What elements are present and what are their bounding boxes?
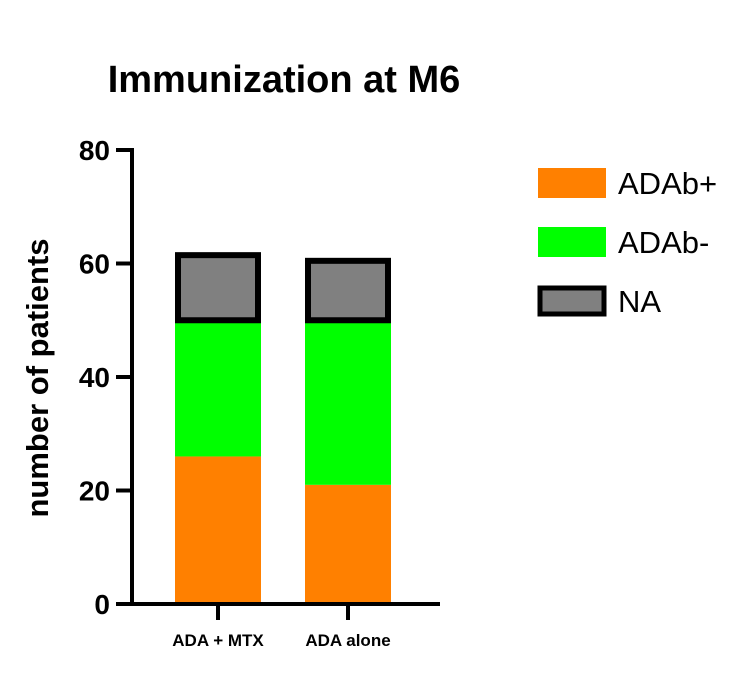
legend: ADAb+ ADAb- NA — [537, 166, 717, 319]
legend-label-adab: ADAb+ — [618, 166, 717, 201]
x-tick-label: ADA + MTX — [172, 631, 264, 650]
bar-ada-alone-na — [305, 257, 391, 324]
legend-swatch-na — [537, 285, 607, 317]
legend-label-adab: ADAb- — [618, 225, 709, 260]
legend-swatch-adab — [538, 227, 606, 257]
y-tick-label: 80 — [79, 135, 110, 166]
y-tick-label: 20 — [79, 476, 110, 507]
bar-ada-alone-adab — [305, 320, 391, 485]
y-tick-label: 40 — [79, 362, 110, 393]
y-ticks: 0 20 40 60 80 — [79, 135, 132, 620]
bars — [175, 252, 391, 604]
bar-ada-mtx-adab — [175, 456, 261, 604]
y-tick-label: 0 — [94, 589, 110, 620]
bar-ada-mtx-adab — [175, 320, 261, 457]
legend-swatch-adab — [538, 168, 606, 198]
y-tick-label: 60 — [79, 249, 110, 280]
x-ticks: ADA + MTX ADA alone — [172, 604, 391, 650]
legend-label-na: NA — [618, 284, 661, 319]
y-axis-label: number of patients — [20, 238, 55, 517]
x-tick-label: ADA alone — [305, 631, 390, 650]
bar-ada-mtx-na — [175, 252, 261, 324]
chart-title: Immunization at M6 — [108, 59, 461, 101]
bar-ada-alone-adab — [305, 484, 391, 604]
